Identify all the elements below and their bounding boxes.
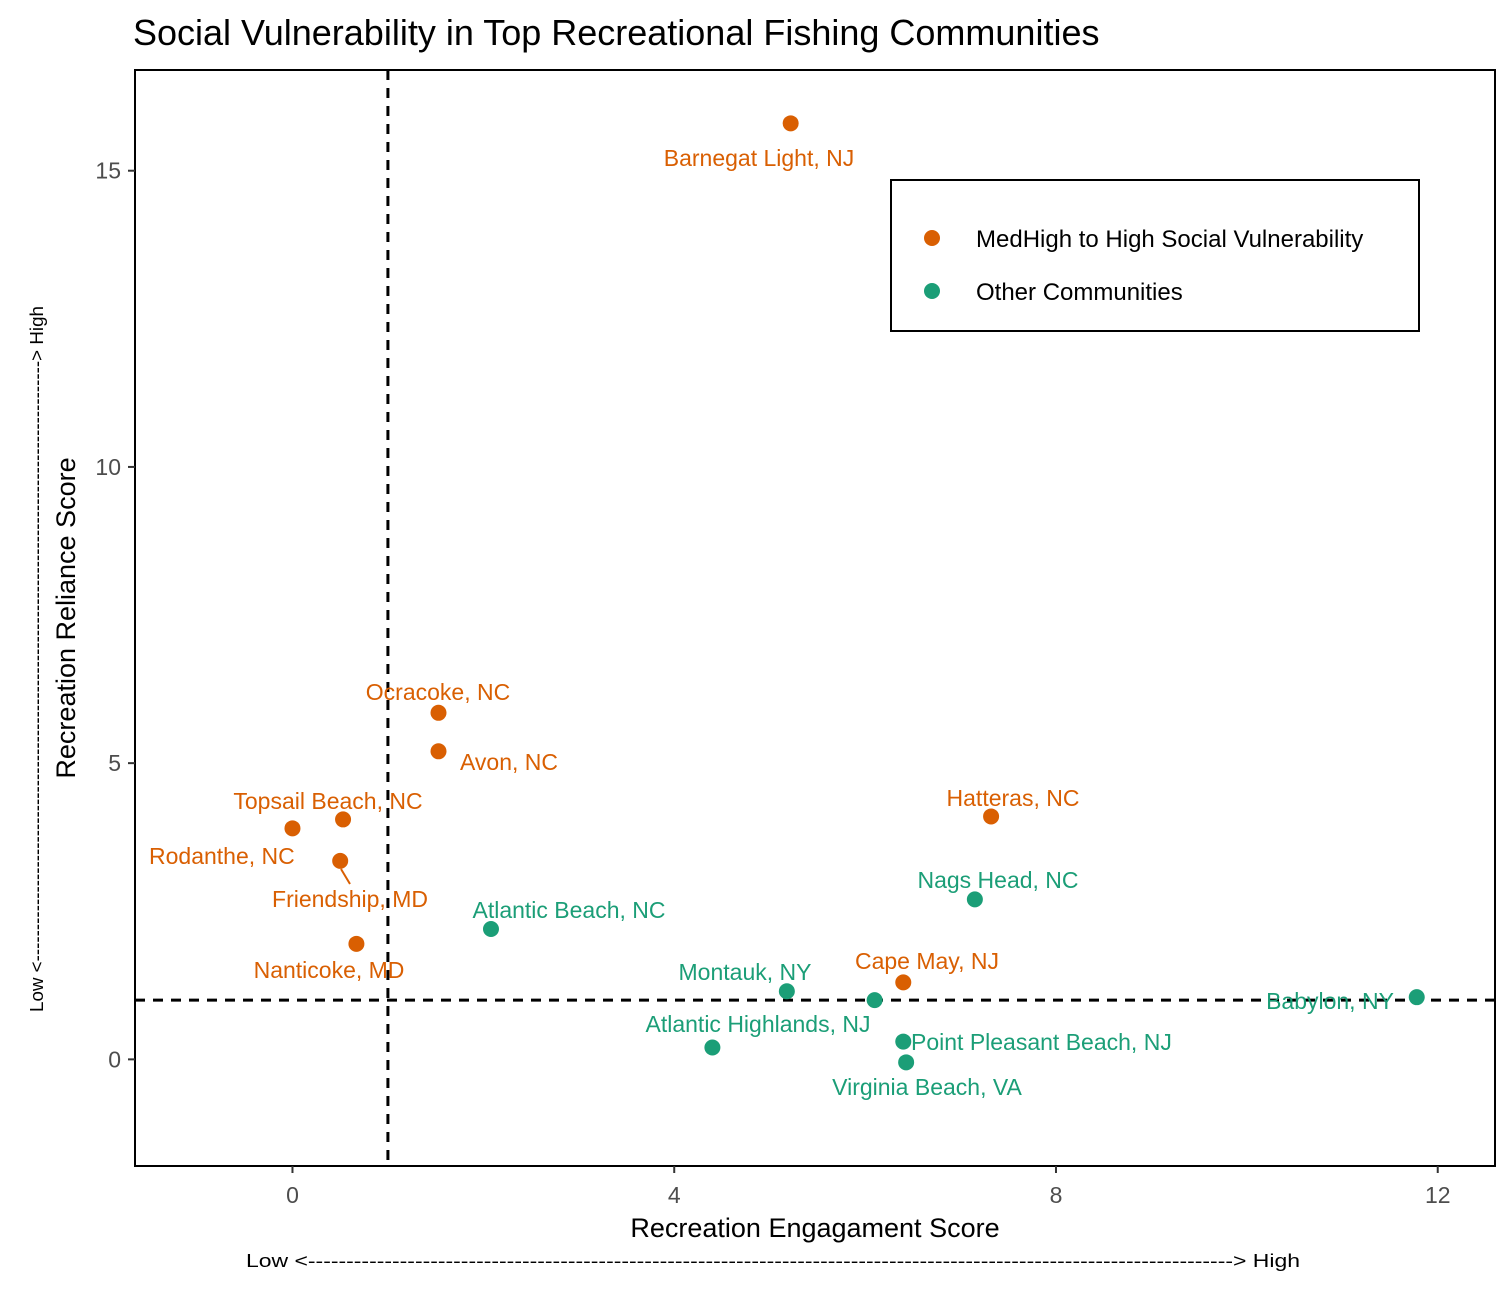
data-point-montauk-ny [778, 983, 795, 1000]
data-point-virginia-beach-va [898, 1054, 915, 1071]
data-point-nanticoke-md [348, 935, 365, 952]
point-label-ocracoke-nc: Ocracoke, NC [366, 679, 510, 705]
data-point-nags-head-nc [966, 891, 983, 908]
chart-title: Social Vulnerability in Top Recreational… [133, 12, 1099, 53]
y-direction-note: Low <-----------------------------------… [27, 306, 47, 1012]
legend-box [890, 179, 1420, 332]
point-label-cape-may-nj: Cape May, NJ [855, 948, 999, 974]
reference-lines [135, 70, 1495, 1166]
data-point-rodanthe-nc [284, 820, 301, 837]
axis-ticks: 0 4 8 12 0 5 10 15 [95, 158, 1450, 1208]
x-axis-title: Recreation Engagament Score [630, 1213, 999, 1243]
x-tick-label: 12 [1425, 1182, 1451, 1208]
point-labels: Barnegat Light, NJ Ocracoke, NC Avon, NC To… [149, 145, 1394, 1100]
y-tick-label: 10 [95, 454, 121, 480]
point-label-atlantic-beach-nc: Atlantic Beach, NC [472, 897, 665, 923]
y-tick-label: 0 [108, 1046, 121, 1072]
data-point-hatteras-nc [983, 808, 1000, 825]
point-label-virginia-beach-va: Virginia Beach, VA [832, 1074, 1022, 1100]
x-tick-label: 4 [668, 1182, 681, 1208]
data-point-friendship-md [332, 852, 349, 869]
point-label-nags-head-nc: Nags Head, NC [917, 867, 1078, 893]
point-label-point-pleasant-beach-nj: Point Pleasant Beach, NJ [911, 1029, 1172, 1055]
data-points [284, 115, 1425, 1071]
legend-swatch-other [924, 283, 940, 299]
data-point [866, 992, 883, 1009]
point-label-avon-nc: Avon, NC [460, 749, 558, 775]
data-point-barnegat-light-nj [782, 115, 799, 132]
y-tick-label: 15 [95, 158, 121, 184]
data-point-ocracoke-nc [430, 704, 447, 721]
data-point-topsail-beach-nc [335, 811, 352, 828]
y-axis-title: Recreation Reliance Score [51, 457, 81, 778]
point-label-rodanthe-nc: Rodanthe, NC [149, 843, 295, 869]
data-point-cape-may-nj [895, 974, 912, 991]
x-tick-label: 8 [1050, 1182, 1063, 1208]
y-tick-label: 5 [108, 750, 121, 776]
point-label-topsail-beach-nc: Topsail Beach, NC [233, 788, 422, 814]
data-point-atlantic-beach-nc [482, 921, 499, 938]
x-tick-label: 0 [286, 1182, 299, 1208]
x-direction-note: Low <-----------------------------------… [246, 1251, 1300, 1271]
legend: MedHigh to High Social Vulnerability Oth… [890, 179, 1420, 332]
point-label-montauk-ny: Montauk, NY [679, 959, 812, 985]
data-point-atlantic-highlands-nj [704, 1039, 721, 1056]
data-point-babylon-ny [1408, 989, 1425, 1006]
legend-label-other: Other Communities [976, 279, 1183, 306]
legend-label-high-vulnerability: MedHigh to High Social Vulnerability [976, 226, 1363, 253]
point-label-barnegat-light-nj: Barnegat Light, NJ [664, 145, 855, 171]
point-label-babylon-ny: Babylon, NY [1266, 988, 1394, 1014]
point-label-hatteras-nc: Hatteras, NC [947, 785, 1080, 811]
point-label-friendship-md: Friendship, MD [272, 886, 428, 912]
legend-swatch-high-vulnerability [924, 230, 940, 246]
label-leader-line [340, 868, 351, 885]
data-point-avon-nc [430, 743, 447, 760]
data-point-point-pleasant-beach-nj [895, 1033, 912, 1050]
point-label-nanticoke-md: Nanticoke, MD [254, 957, 405, 983]
point-label-atlantic-highlands-nj: Atlantic Highlands, NJ [646, 1011, 871, 1037]
